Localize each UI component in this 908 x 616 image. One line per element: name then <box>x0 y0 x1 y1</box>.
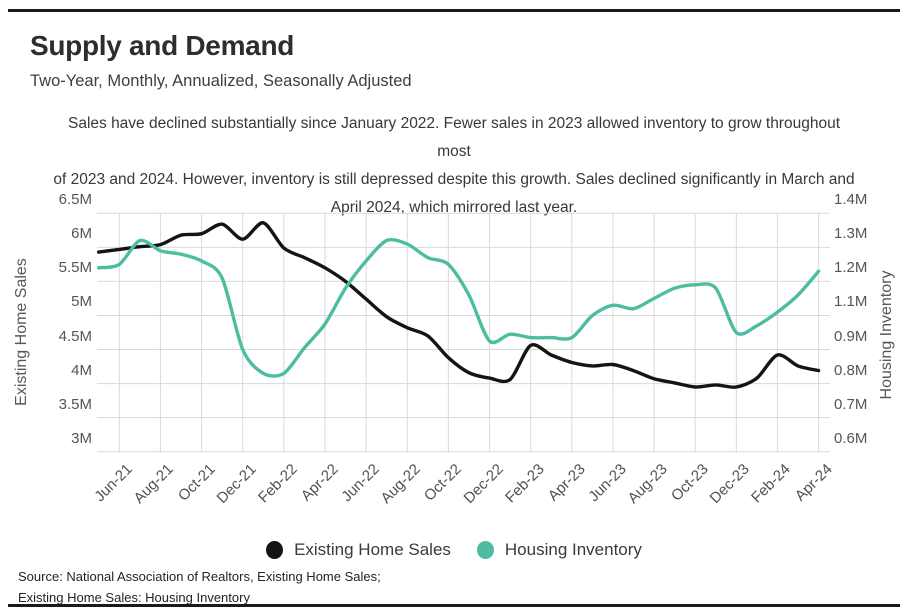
page-title: Supply and Demand <box>30 30 295 61</box>
y-axis-tick-right: 0.8M <box>834 361 868 379</box>
series-line-existing-home-sales <box>97 221 821 389</box>
description-line: Sales have declined substantially since … <box>67 115 841 160</box>
y-axis-tick-right: 1.1M <box>834 293 868 311</box>
legend-item-existing-home-sales: Existing Home Sales <box>266 540 451 560</box>
y-axis-tick-left: 4.5M <box>58 327 92 345</box>
y-axis-tick-left: 4M <box>71 361 92 379</box>
description-line: of 2023 and 2024. However, inventory is … <box>53 171 855 188</box>
legend-label: Housing Inventory <box>504 540 642 559</box>
source-line-2: Existing Home Sales: Housing Inventory <box>18 589 250 605</box>
chart-subtitle: Two-Year, Monthly, Annualized, Seasonall… <box>30 72 412 90</box>
legend-item-housing-inventory: Housing Inventory <box>476 540 642 560</box>
legend-dot-icon <box>476 541 494 559</box>
y-axis-tick-right: 1.3M <box>834 225 868 243</box>
y-axis-tick-right: 0.6M <box>834 429 868 447</box>
legend-dot-icon <box>266 541 284 559</box>
y-axis-tick-left: 5M <box>71 293 92 311</box>
y-axis-tick-left: 6M <box>71 225 92 243</box>
y-axis-tick-right: 0.7M <box>834 395 868 413</box>
source-note: Source: National Association of Realtors… <box>18 567 381 608</box>
y-axis-tick-left: 3M <box>71 429 92 447</box>
description-line: April 2024, which mirrored last year. <box>330 199 578 216</box>
chart-legend: Existing Home Sales Housing Inventory <box>0 538 908 562</box>
y-axis-tick-right: 0.9M <box>834 327 868 345</box>
y-axis-tick-right: 1.2M <box>834 259 868 277</box>
y-axis-tick-left: 6.5M <box>58 191 92 209</box>
source-line-1: Source: National Association of Realtors… <box>18 569 381 584</box>
y-axis-tick-right: 1.4M <box>834 191 868 209</box>
series-line-housing-inventory <box>97 237 821 378</box>
y-axis-tick-left: 3.5M <box>58 395 92 413</box>
chart-description: Sales have declined substantially since … <box>50 110 858 222</box>
bottom-border-rule <box>8 604 900 607</box>
y-axis-tick-left: 5.5M <box>58 259 92 277</box>
left-axis-title: Existing Home Sales <box>13 258 30 406</box>
top-border-rule <box>8 9 900 12</box>
legend-label: Existing Home Sales <box>294 540 451 559</box>
